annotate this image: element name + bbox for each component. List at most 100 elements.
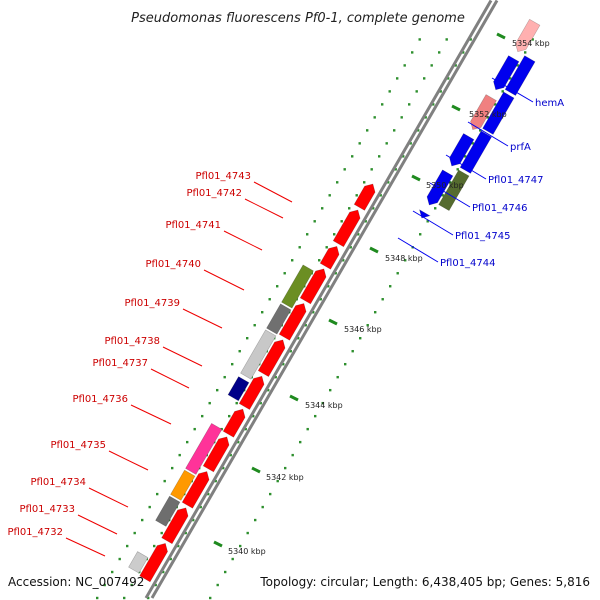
- reverse-gene-arrow: [222, 408, 246, 438]
- gene-label-prfa[interactable]: prfA: [510, 142, 531, 153]
- scale-label: 5346 kbp: [344, 325, 382, 334]
- leader-line: [88, 487, 129, 508]
- gene-label-pfl01-4735[interactable]: Pfl01_4735: [50, 440, 106, 451]
- gc-dot: [178, 453, 181, 457]
- gc-dot: [267, 388, 270, 392]
- gc-dot: [456, 168, 459, 171]
- gc-dot: [349, 246, 352, 249]
- gc-dot: [208, 401, 211, 405]
- forward-gene-track: [419, 18, 541, 219]
- gc-dot: [318, 259, 321, 262]
- forward-gene-arrow: [419, 209, 431, 219]
- map-title: Pseudomonas fluorescens Pf0-1, complete …: [131, 11, 465, 26]
- gene-label-pfl01-4736[interactable]: Pfl01_4736: [72, 394, 128, 405]
- gc-dot: [336, 375, 339, 379]
- label-leader-lines: [65, 77, 534, 557]
- gc-dot: [253, 324, 256, 327]
- gene-label-pfl01-4745[interactable]: Pfl01_4745: [455, 231, 511, 242]
- gc-dot: [153, 544, 156, 548]
- gene-label-pfl01-4738[interactable]: Pfl01_4738: [104, 336, 160, 347]
- gc-dot: [343, 168, 346, 171]
- gc-dot: [304, 324, 307, 327]
- gene-label-pfl01-4734[interactable]: Pfl01_4734: [30, 477, 86, 488]
- leader-line: [162, 346, 203, 367]
- gc-dot: [228, 414, 231, 418]
- gc-dot: [313, 220, 316, 223]
- gc-dot: [231, 362, 234, 366]
- gc-dot: [364, 220, 367, 223]
- reverse-gene-arrow: [238, 375, 265, 410]
- gc-dot: [133, 531, 136, 535]
- leader-line: [491, 77, 534, 103]
- gc-dot: [351, 349, 354, 353]
- gc-dot: [321, 401, 324, 405]
- gc-dot: [336, 181, 339, 184]
- gc-dot: [216, 388, 219, 392]
- gc-dot: [411, 51, 414, 54]
- gene-label-pfl01-4744[interactable]: Pfl01_4744: [440, 258, 496, 269]
- gc-dot: [454, 64, 457, 67]
- cog-block: [128, 551, 149, 574]
- gc-dot: [224, 570, 227, 574]
- gc-dot: [111, 570, 114, 574]
- gc-dot: [252, 414, 255, 418]
- forward-gene-arrow: [426, 169, 454, 206]
- gc-dot: [381, 103, 384, 106]
- gene-label-pfl01-4746[interactable]: Pfl01_4746: [472, 203, 528, 214]
- gc-dot: [396, 77, 399, 80]
- gene-label-pfl01-4742[interactable]: Pfl01_4742: [186, 188, 242, 199]
- scale-tick: [289, 394, 299, 402]
- gene-label-pfl01-4747[interactable]: Pfl01_4747: [488, 175, 544, 186]
- scale-tick: [213, 540, 223, 548]
- reverse-gene-track: [139, 183, 376, 583]
- leader-line: [412, 210, 454, 236]
- gc-dot: [156, 492, 159, 496]
- reverse-gene-arrow: [319, 245, 340, 270]
- gc-dot: [192, 518, 195, 522]
- gene-label-pfl01-4743[interactable]: Pfl01_4743: [195, 171, 251, 182]
- gene-label-hema[interactable]: hemA: [535, 98, 564, 109]
- reverse-gene-arrow: [257, 339, 286, 378]
- gc-dot: [254, 518, 257, 522]
- forward-gene-block: [482, 91, 515, 135]
- gene-label-pfl01-4732[interactable]: Pfl01_4732: [7, 527, 63, 538]
- forward-gene-arrow: [470, 94, 497, 130]
- gene-label-pfl01-4739[interactable]: Pfl01_4739: [124, 298, 180, 309]
- gc-dot: [445, 38, 448, 41]
- gc-dot: [387, 181, 390, 184]
- gc-dot: [334, 272, 337, 275]
- gc-dot: [231, 557, 234, 561]
- cog-block: [240, 329, 277, 380]
- forward-gene-block: [504, 55, 536, 96]
- leader-line: [429, 182, 471, 208]
- gene-label-pfl01-4740[interactable]: Pfl01_4740: [145, 259, 201, 270]
- gc-dot: [424, 116, 427, 119]
- gc-dot: [359, 337, 362, 340]
- gc-dot: [298, 246, 301, 249]
- gc-dot: [423, 77, 426, 80]
- gene-label-pfl01-4733[interactable]: Pfl01_4733: [19, 504, 75, 515]
- gc-dot: [126, 544, 129, 548]
- gc-dot: [516, 64, 519, 67]
- reverse-gene-arrow: [353, 183, 376, 211]
- gc-dot: [358, 142, 361, 145]
- gc-dot: [291, 259, 294, 262]
- gc-dot: [434, 207, 437, 210]
- gc-dot: [297, 337, 300, 340]
- gc-dot: [201, 414, 204, 418]
- gc-dot: [237, 440, 240, 444]
- scale-label: 5350 kbp: [426, 181, 464, 190]
- gc-dot: [239, 544, 242, 548]
- gc-dot: [524, 51, 527, 54]
- gc-dot: [274, 375, 277, 379]
- gene-label-pfl01-4741[interactable]: Pfl01_4741: [165, 220, 221, 231]
- backbone-line: [144, 0, 493, 599]
- gc-dot: [259, 401, 262, 405]
- cog-block: [227, 376, 250, 402]
- gc-dot: [276, 285, 279, 288]
- gc-dot: [464, 155, 467, 158]
- gc-dot: [193, 427, 196, 431]
- cog-block: [155, 495, 181, 527]
- gene-label-pfl01-4737[interactable]: Pfl01_4737: [92, 358, 148, 369]
- leader-line: [467, 121, 509, 147]
